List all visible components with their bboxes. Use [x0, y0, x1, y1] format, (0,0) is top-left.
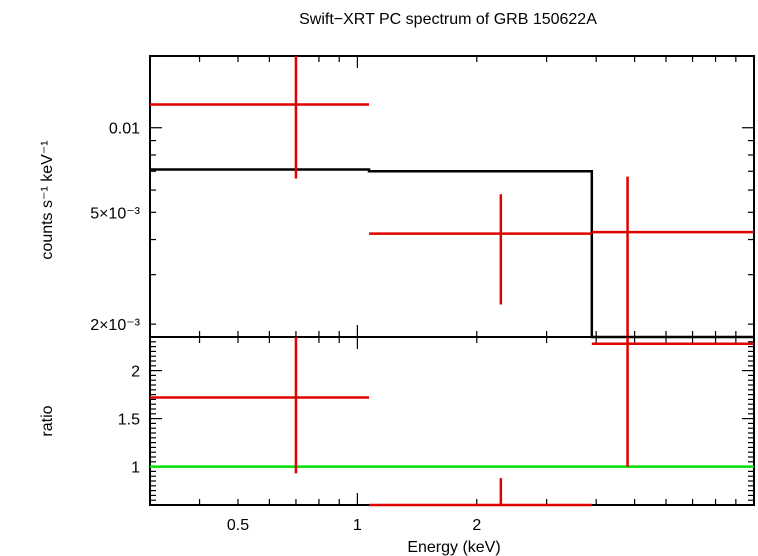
x-axis-label: Energy (keV) — [407, 539, 500, 556]
y-tick-label: 1 — [131, 460, 140, 477]
y-tick-label: 1.5 — [118, 412, 140, 429]
x-tick-label: 0.5 — [227, 517, 249, 534]
ratio-panel: 1 1.5 2 0.5 1 2 — [118, 336, 755, 534]
spectrum-panel: 0.01 5×10⁻³ 2×10⁻³ — [90, 55, 755, 339]
ratio-frame — [149, 336, 755, 506]
x-tick-label: 1 — [353, 517, 362, 534]
x-tick-label: 2 — [472, 517, 481, 534]
y-tick-label: 2×10⁻³ — [90, 317, 140, 334]
y-tick-label: 5×10⁻³ — [90, 205, 140, 222]
spectrum-y-axis-label: counts s⁻¹ keV⁻¹ — [39, 140, 56, 259]
chart-title: Swift−XRT PC spectrum of GRB 150622A — [299, 11, 597, 28]
y-tick-label: 0.01 — [109, 121, 140, 138]
model-step-line — [150, 168, 754, 339]
y-tick-label: 2 — [131, 364, 140, 381]
ratio-y-axis-label: ratio — [39, 405, 56, 436]
spectrum-frame — [149, 55, 755, 338]
